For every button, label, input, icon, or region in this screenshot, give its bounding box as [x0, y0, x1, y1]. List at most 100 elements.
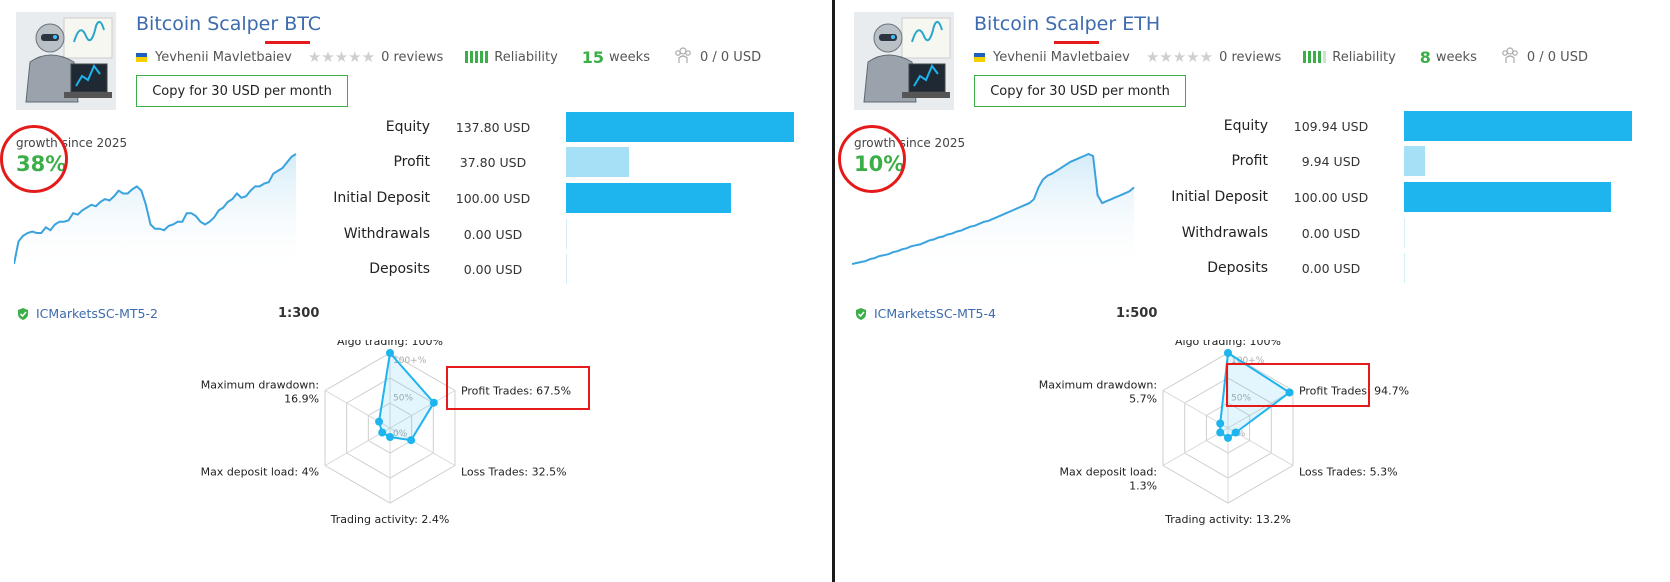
radar-spoke [389, 390, 456, 429]
stat-label: Equity [385, 119, 430, 135]
stat-bar [1404, 253, 1405, 283]
author-name[interactable]: Yevhenii Mavletbaiev [993, 49, 1130, 65]
subscribers-value: 0 / 0 USD [1526, 49, 1588, 65]
radar-point [1285, 388, 1294, 397]
signal-avatar[interactable] [16, 12, 116, 110]
panel-divider [832, 0, 835, 582]
stat-label: Profit [393, 154, 430, 170]
signal-meta-row: Yevhenii Mavletbaiev ★★★★★ 0 reviews Rel… [136, 47, 761, 67]
stat-value: 37.80 USD [459, 155, 527, 170]
stat-label: Deposits [369, 261, 430, 277]
broker-server[interactable]: ICMarketsSC-MT5-4 [854, 306, 996, 321]
weeks-count: 15 [581, 47, 605, 67]
radar-point [1224, 433, 1232, 442]
reliability-bar [1313, 51, 1317, 63]
radar-point [375, 417, 384, 426]
radar-point [1231, 428, 1240, 437]
stat-label: Withdrawals [343, 226, 430, 242]
subscribers-value: 0 / 0 USD [699, 49, 762, 65]
profit-trades-highlight-annotation [1226, 363, 1370, 407]
reviews-count[interactable]: 0 reviews [1219, 49, 1282, 65]
growth-circle-annotation [0, 125, 68, 193]
radar-axis-label: Profit Trades: 67.5% [461, 385, 571, 398]
signal-title[interactable]: Bitcoin Scalper ETH [974, 13, 1161, 35]
subscribers-icon [1501, 46, 1519, 68]
rating-stars-icon: ★★★★★ [1145, 48, 1214, 66]
stat-value: 100.00 USD [455, 191, 531, 206]
growth-area [14, 154, 296, 274]
growth-chart [14, 153, 297, 274]
reliability-label: Reliability [494, 49, 558, 65]
leverage-value: 1:500 [1116, 306, 1158, 321]
signal-avatar[interactable] [854, 12, 954, 110]
reliability-bar [475, 51, 479, 63]
reliability-bars-icon [465, 51, 489, 63]
broker-server[interactable]: ICMarketsSC-MT5-2 [16, 306, 158, 321]
title-underline-annotation [265, 41, 310, 44]
signal-panel-btc: Bitcoin Scalper BTC Yevhenii Mavletbaiev… [0, 0, 832, 582]
radar-axis-label: Trading activity: 13.2% [1164, 513, 1291, 526]
stat-bar [1404, 218, 1405, 248]
radar-spoke [389, 427, 456, 466]
subscribers-icon [674, 46, 692, 68]
stat-bar [566, 183, 731, 213]
stat-label: Profit [1231, 153, 1268, 169]
server-name[interactable]: ICMarketsSC-MT5-2 [36, 306, 158, 321]
reliability-label: Reliability [1332, 49, 1396, 65]
signal-title[interactable]: Bitcoin Scalper BTC [136, 13, 322, 35]
reviews-count[interactable]: 0 reviews [381, 49, 444, 65]
stat-label: Withdrawals [1181, 225, 1268, 241]
radar-point [1216, 428, 1225, 437]
stat-bar [566, 112, 794, 142]
radar-point [386, 433, 394, 441]
radar-tick-label: 50% [393, 394, 413, 404]
radar-tick-label: 100+% [1231, 356, 1265, 366]
reliability-bar [1308, 51, 1312, 63]
server-name[interactable]: ICMarketsSC-MT5-4 [874, 306, 996, 321]
radar-axis-label: Max deposit load: 4% [201, 466, 319, 479]
stat-value: 100.00 USD [1293, 190, 1369, 205]
reliability-bar [480, 51, 484, 63]
radar-axis-label: Max deposit load: 1.3% [1060, 466, 1158, 493]
stat-bar [566, 147, 629, 177]
radar-chart: 100+% 50% 0% Algo trading: 100% Profit Trade… [201, 340, 572, 526]
stat-value: 9.94 USD [1301, 154, 1361, 169]
radar-chart: 100+%50%0%Algo trading: 100%Profit Trade… [1039, 340, 1409, 526]
radar-tick-label: 50% [1231, 394, 1251, 404]
reliability-bar [1318, 51, 1322, 63]
stat-value: 0.00 USD [463, 262, 523, 277]
radar-axis-label: Loss Trades: 5.3% [1299, 466, 1398, 479]
stat-label: Initial Deposit [1171, 189, 1268, 205]
radar-axis-label: Algo trading: 100% [337, 340, 443, 348]
radar-point [1216, 419, 1225, 428]
growth-circle-annotation [838, 125, 906, 193]
robot-trader-image [16, 12, 116, 110]
verified-shield-icon [18, 307, 28, 320]
robot-trader-image [854, 12, 954, 110]
radar-axis-label: Maximum drawdown: 16.9% [201, 379, 319, 406]
stat-bar [1404, 182, 1611, 212]
copy-subscribe-button[interactable]: Copy for 30 USD per month [136, 75, 348, 107]
stat-value: 109.94 USD [1293, 119, 1369, 134]
radar-point [378, 428, 387, 437]
radar-axis-label: Maximum drawdown: 5.7% [1039, 379, 1157, 406]
radar-axis-label: Loss Trades: 32.5% [461, 466, 567, 479]
radar-tick-label: 0% [393, 429, 408, 439]
copy-subscribe-button[interactable]: Copy for 30 USD per month [974, 75, 1186, 107]
radar-point [1224, 349, 1232, 357]
reliability-bars-icon [1303, 51, 1327, 63]
growth-chart [852, 152, 1135, 274]
growth-line [14, 153, 297, 265]
author-name[interactable]: Yevhenii Mavletbaiev [155, 49, 292, 65]
stat-bar [566, 219, 567, 249]
radar-tick-label: 100+% [393, 356, 427, 366]
stat-bar [1404, 146, 1425, 176]
ukraine-flag-icon [974, 52, 985, 62]
radar-point [407, 436, 416, 445]
profit-trades-highlight-annotation [446, 366, 590, 410]
growth-area [852, 154, 1134, 274]
stat-value: 0.00 USD [463, 227, 523, 242]
stat-label: Equity [1223, 118, 1268, 134]
weeks-count: 8 [1419, 47, 1431, 67]
reliability-bar [465, 51, 469, 63]
